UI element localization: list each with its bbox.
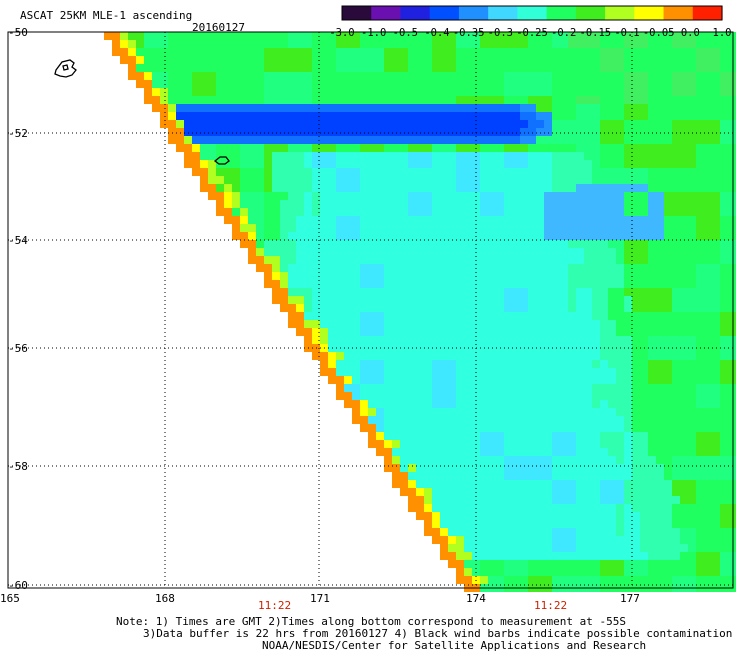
colorbar-tick-label: -0.25 xyxy=(516,27,548,39)
lon-label: 168 xyxy=(155,592,175,605)
colorbar-swatch xyxy=(429,6,460,20)
colorbar-swatch xyxy=(400,6,431,20)
lon-label: 171 xyxy=(310,592,330,605)
data-swath xyxy=(104,32,736,592)
pass-time: 11:22 xyxy=(258,599,292,612)
land-outlines xyxy=(54,59,230,165)
lat-label: -60 xyxy=(8,579,28,592)
island-outline xyxy=(213,156,230,165)
colorbar-swatch xyxy=(692,6,723,20)
lat-label: -56 xyxy=(8,342,28,355)
colorbar-swatch xyxy=(458,6,489,20)
colorbar-tick-label: -0.15 xyxy=(580,27,612,39)
colorbar-tick-label: -0.1 xyxy=(614,27,639,39)
colorbar-tick-label: -0.3 xyxy=(488,27,513,39)
colorbar-swatch xyxy=(634,6,665,20)
colorbar-swatch xyxy=(517,6,548,20)
map-frame xyxy=(7,31,734,589)
note-line: 3)Data buffer is 22 hrs from 20160127 4)… xyxy=(143,627,733,640)
island-outline xyxy=(54,59,77,78)
colorbar-swatch xyxy=(663,6,694,20)
colorbar: -3.0 -1.0 -0.5 -0.4 -0.35 -0.3 -0.25 -0.2 -0.15-… xyxy=(329,5,732,39)
lat-label: -58 xyxy=(8,460,28,473)
colorbar-swatch xyxy=(488,6,518,20)
colorbar-tick-label: -0.2 xyxy=(551,27,576,39)
colorbar-swatch xyxy=(371,6,402,20)
note-line: NOAA/NESDIS/Center for Satellite Applica… xyxy=(262,639,647,652)
note-line: Note: 1) Times are GMT 2)Times along bot… xyxy=(116,615,626,628)
colorbar-tick-label: 1.0 xyxy=(713,27,732,39)
lat-label: -50 xyxy=(8,26,28,39)
colorbar-swatch xyxy=(575,6,606,20)
colorbar-tick-label: -0.4 xyxy=(424,27,449,39)
colorbar-tick-label: -1.0 xyxy=(361,27,386,39)
lon-label: 165 xyxy=(0,592,20,605)
lat-label: -52 xyxy=(8,127,28,140)
colorbar-tick-label: -0.35 xyxy=(453,27,485,39)
colorbar-tick-label: -3.0 xyxy=(329,27,354,39)
colorbar-tick-label: -0.5 xyxy=(393,27,418,39)
lon-label: 177 xyxy=(620,592,640,605)
colorbar-swatch xyxy=(546,6,577,20)
lon-label: 174 xyxy=(466,592,486,605)
lat-label: -54 xyxy=(8,234,28,247)
graticule xyxy=(8,31,733,588)
colorbar-swatch xyxy=(605,6,635,20)
colorbar-tick-label: 0.0 xyxy=(681,27,700,39)
colorbar-tick-label: -0.05 xyxy=(643,27,675,39)
pass-time: 11:22 xyxy=(534,599,568,612)
product-title: ASCAT 25KM MLE-1 ascending xyxy=(20,9,193,22)
date-label: 20160127 xyxy=(192,21,245,34)
colorbar-swatch xyxy=(342,6,372,20)
